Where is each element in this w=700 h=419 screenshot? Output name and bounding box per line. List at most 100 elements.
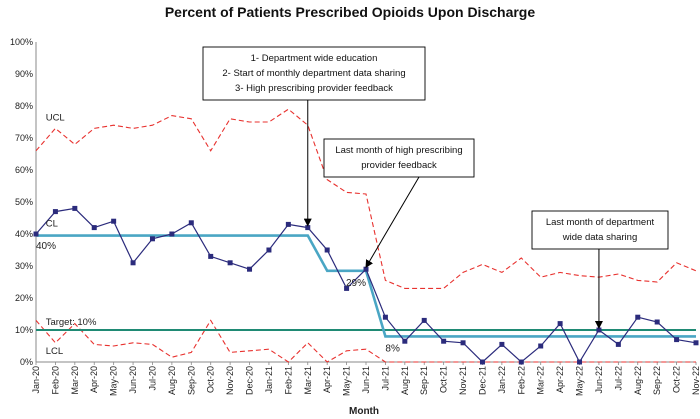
ucl-line bbox=[35, 108, 697, 289]
x-tick-label: Mar-22 bbox=[536, 366, 546, 395]
annotation-text: provider feedback bbox=[361, 160, 437, 171]
annotations: 1- Department wide education 2- Start of … bbox=[202, 46, 669, 329]
data-point bbox=[596, 327, 602, 333]
data-point bbox=[538, 343, 544, 349]
x-tick-label: Aug-20 bbox=[167, 366, 177, 395]
x-tick-label: Nov-22 bbox=[691, 366, 700, 395]
y-tick-label: 30% bbox=[15, 261, 33, 271]
x-tick-label: Nov-20 bbox=[225, 366, 235, 395]
y-tick-label: 100% bbox=[10, 37, 33, 47]
data-point bbox=[441, 338, 447, 344]
x-tick-label: May-20 bbox=[109, 366, 119, 396]
data-point bbox=[285, 221, 291, 227]
annotation-text: wide data sharing bbox=[562, 232, 637, 243]
x-tick-label: Jan-20 bbox=[31, 366, 41, 394]
x-tick-label: Apr-20 bbox=[89, 366, 99, 393]
series-labels: UCL CL LCL Target: 10% 40% 29% 8% bbox=[36, 112, 400, 356]
y-tick-label: 10% bbox=[15, 325, 33, 335]
series-lines bbox=[35, 108, 697, 364]
data-point bbox=[693, 340, 699, 346]
data-label: 8% bbox=[385, 343, 400, 354]
x-tick-label: Mar-20 bbox=[70, 366, 80, 395]
data-points bbox=[33, 205, 699, 365]
x-tick-label: Jun-21 bbox=[361, 366, 371, 394]
annotation-text: 1- Department wide education bbox=[251, 53, 378, 64]
data-point bbox=[208, 253, 214, 259]
data-point bbox=[479, 359, 485, 365]
data-point bbox=[654, 319, 660, 325]
x-tick-label: Jan-22 bbox=[497, 366, 507, 394]
x-tick-label: Oct-22 bbox=[672, 366, 682, 393]
data-point bbox=[169, 231, 175, 237]
data-point bbox=[324, 247, 330, 253]
data-point bbox=[421, 317, 427, 323]
data-point bbox=[577, 359, 583, 365]
data-point bbox=[266, 247, 272, 253]
data-point bbox=[188, 220, 194, 226]
data-point bbox=[247, 266, 253, 272]
x-tick-label: Oct-20 bbox=[206, 366, 216, 393]
data-point bbox=[674, 337, 680, 343]
data-label: 29% bbox=[346, 278, 366, 289]
annotation-arrow bbox=[365, 176, 420, 269]
x-tick-label: Jun-22 bbox=[594, 366, 604, 394]
x-tick-label: Dec-21 bbox=[477, 366, 487, 395]
data-point bbox=[557, 321, 563, 327]
y-tick-label: 70% bbox=[15, 133, 33, 143]
x-tick-label: Sep-22 bbox=[652, 366, 662, 395]
y-tick-label: 60% bbox=[15, 165, 33, 175]
x-tick-label: Jul-21 bbox=[380, 366, 390, 391]
annotation-text: Last month of department bbox=[546, 217, 655, 228]
data-point bbox=[499, 341, 505, 347]
y-tick-label: 0% bbox=[20, 357, 33, 367]
lcl-label: LCL bbox=[46, 346, 63, 357]
target-label: Target: 10% bbox=[46, 317, 97, 328]
ucl-label: UCL bbox=[46, 112, 65, 123]
data-point bbox=[91, 225, 97, 231]
y-tick-label: 40% bbox=[15, 229, 33, 239]
data-point bbox=[460, 340, 466, 346]
data-point bbox=[149, 236, 155, 242]
x-axis-label: Month bbox=[349, 406, 379, 417]
x-tick-label: Feb-20 bbox=[50, 366, 60, 395]
x-tick-label: Jul-22 bbox=[613, 366, 623, 391]
data-point bbox=[33, 231, 39, 237]
x-tick-label: Apr-21 bbox=[322, 366, 332, 393]
data-point bbox=[382, 314, 388, 320]
annotation-box bbox=[323, 138, 475, 178]
x-tick-label: Sep-20 bbox=[186, 366, 196, 395]
x-tick-label: Jan-21 bbox=[264, 366, 274, 394]
y-tick-label: 90% bbox=[15, 69, 33, 79]
annotation-box bbox=[531, 210, 669, 250]
cl-label: CL bbox=[46, 219, 58, 230]
x-tick-label: Feb-22 bbox=[516, 366, 526, 395]
x-tick-label: Sep-21 bbox=[419, 366, 429, 395]
data-point bbox=[344, 285, 350, 291]
y-tick-label: 80% bbox=[15, 101, 33, 111]
x-tick-label: Jun-20 bbox=[128, 366, 138, 394]
data-point bbox=[52, 209, 58, 215]
y-tick-label: 20% bbox=[15, 293, 33, 303]
lcl-line bbox=[35, 319, 696, 363]
y-tick-label: 50% bbox=[15, 197, 33, 207]
data-point bbox=[227, 260, 233, 266]
x-tick-label: Aug-22 bbox=[633, 366, 643, 395]
x-tick-label: Oct-21 bbox=[439, 366, 449, 393]
annotation-text: Last month of high prescribing bbox=[335, 145, 462, 156]
data-point bbox=[635, 314, 641, 320]
x-tick-label: Mar-21 bbox=[303, 366, 313, 395]
data-point bbox=[363, 266, 369, 272]
x-tick-label: Aug-21 bbox=[400, 366, 410, 395]
annotation-box bbox=[202, 46, 426, 101]
x-tick-label: Dec-20 bbox=[245, 366, 255, 395]
data-point bbox=[615, 341, 621, 347]
annotation-text: 2- Start of monthly department data shar… bbox=[222, 68, 405, 79]
data-label: 40% bbox=[36, 241, 56, 252]
chart-title: Percent of Patients Prescribed Opioids U… bbox=[165, 4, 536, 20]
x-tick-label: Nov-21 bbox=[458, 366, 468, 395]
data-point bbox=[402, 338, 408, 344]
x-tick-label: Jul-20 bbox=[147, 366, 157, 391]
data-point bbox=[305, 225, 311, 231]
data-point bbox=[518, 359, 524, 365]
